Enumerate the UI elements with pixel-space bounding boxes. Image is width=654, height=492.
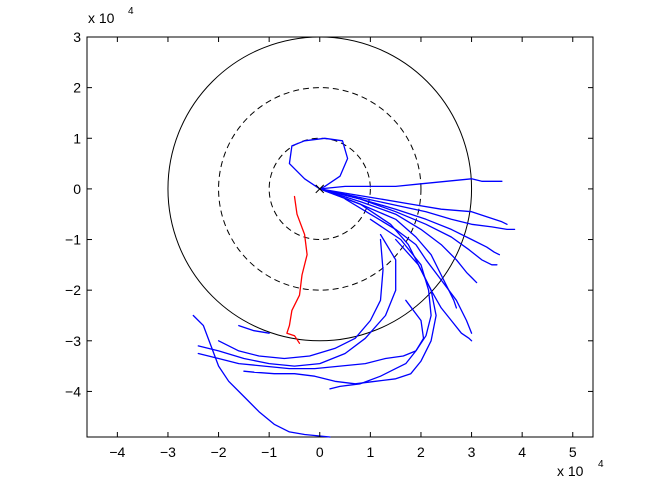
trajectory-line-5 <box>319 188 516 231</box>
trajectory-line-18 <box>238 324 270 334</box>
x-tick-label: −2 <box>211 444 227 460</box>
x-tick-label: 5 <box>569 444 577 460</box>
x-tick-label: 2 <box>417 444 425 460</box>
trajectory-line-8 <box>319 188 478 284</box>
y-tick-label: −4 <box>65 383 81 399</box>
x-tick-label: −3 <box>160 444 176 460</box>
x-tick-label: 3 <box>468 444 476 460</box>
trajectory-line-4 <box>319 188 508 225</box>
y-tick-label: 1 <box>73 130 81 146</box>
y-tick-label: 3 <box>73 29 81 45</box>
plot-area-border <box>86 36 594 438</box>
trajectory-line-9 <box>319 188 458 309</box>
trajectory-line-15 <box>197 233 397 367</box>
trajectory-line-3 <box>319 178 503 190</box>
x-axis-multiplier: x 10 <box>557 463 584 479</box>
x-axis-ticks: −4 −3 −2 −1 0 1 2 3 4 5 <box>109 37 577 460</box>
x-tick-label: 4 <box>518 444 526 460</box>
trajectory-line-13 <box>243 238 437 385</box>
y-tick-label: −2 <box>65 282 81 298</box>
y-axis-multiplier: x 10 <box>88 10 115 26</box>
y-tick-label: 0 <box>73 181 81 197</box>
x-tick-label: 0 <box>316 444 324 460</box>
data-series <box>192 137 516 438</box>
trajectory-line-6 <box>319 188 501 256</box>
y-tick-label: 2 <box>73 80 81 96</box>
x-tick-label: −1 <box>261 444 277 460</box>
y-tick-label: −3 <box>65 333 81 349</box>
origin-x-marker <box>315 184 325 194</box>
y-axis-exponent: 4 <box>128 6 134 17</box>
x-axis-exponent: 4 <box>598 459 604 470</box>
trajectory-line-17 <box>192 314 331 438</box>
trajectory-line-16 <box>217 238 384 360</box>
trajectory-line-2 <box>288 137 349 190</box>
x-tick-label: −4 <box>109 444 125 460</box>
y-tick-label: −1 <box>65 232 81 248</box>
x-tick-label: 1 <box>366 444 374 460</box>
origin-marker <box>315 184 325 194</box>
trajectory-line-11 <box>344 198 473 334</box>
reference-circle-2 <box>218 87 422 291</box>
y-axis-ticks: −4 −3 −2 −1 0 1 2 3 <box>65 29 593 399</box>
trajectory-line-7 <box>319 188 498 266</box>
trajectory-line-14 <box>197 299 425 370</box>
trajectory-line-1 <box>286 195 308 344</box>
